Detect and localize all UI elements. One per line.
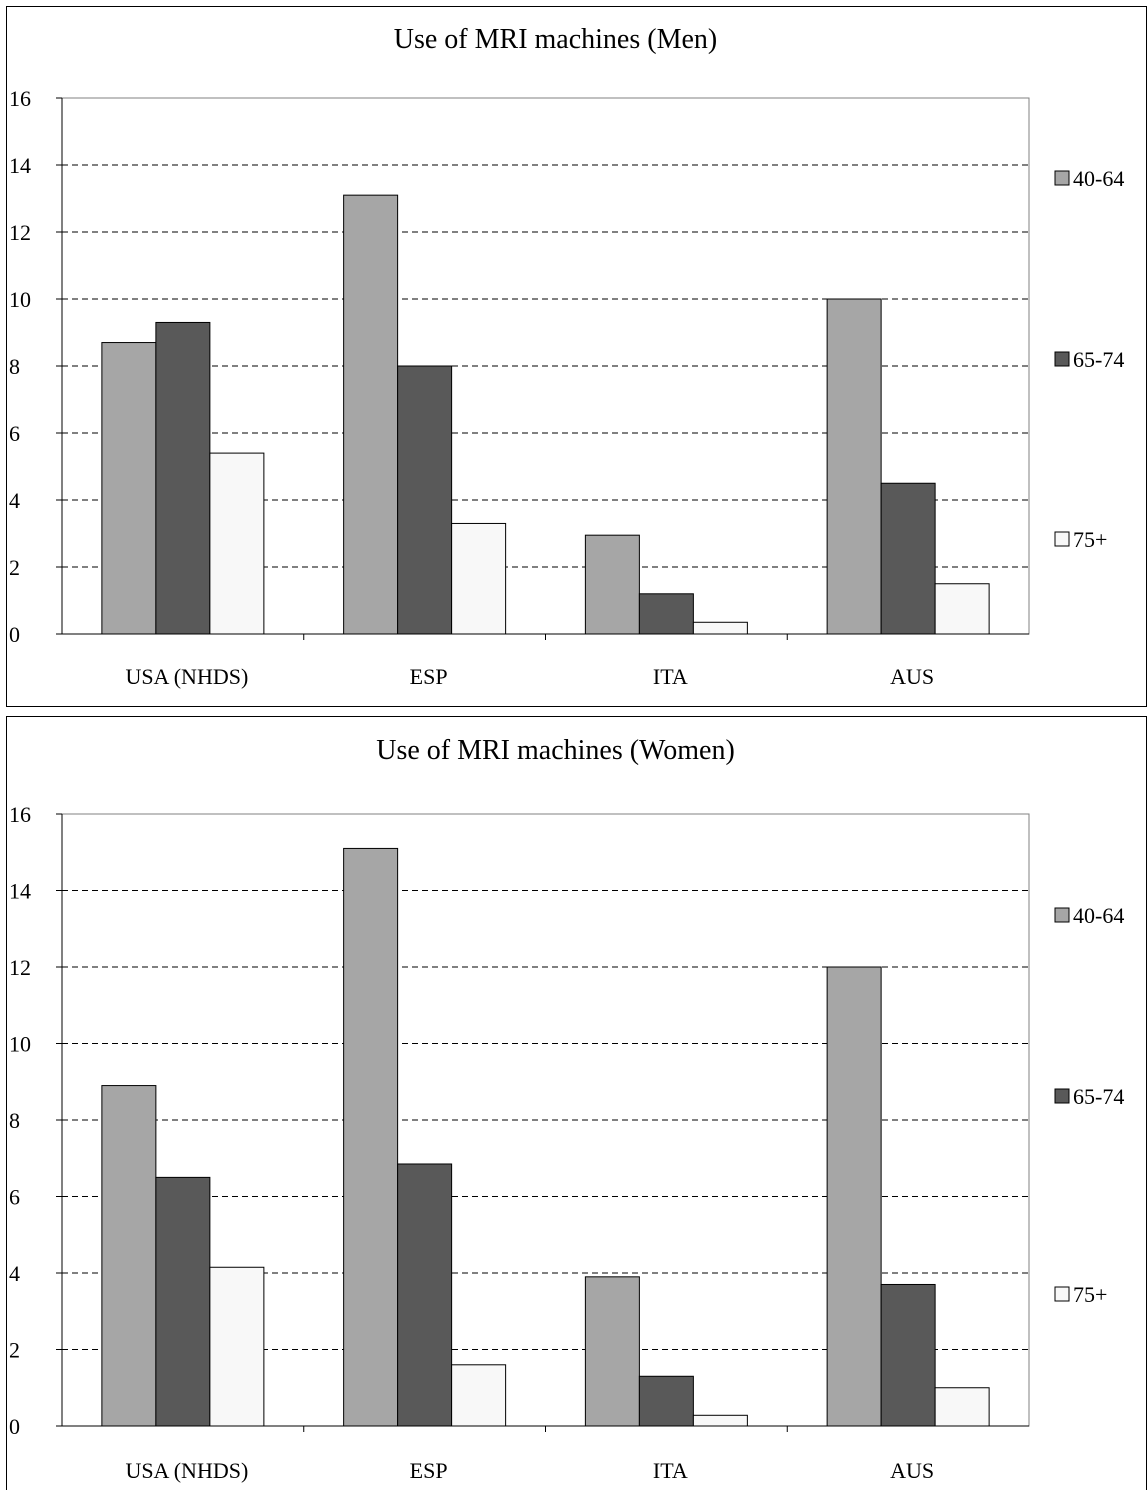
y-tick-label: 16	[9, 86, 31, 111]
category-label: AUS	[890, 1458, 934, 1483]
bar-75+-ita	[692, 621, 748, 635]
bar-65-74-usa-nhds-	[155, 1176, 211, 1427]
chart-panel-men: Use of MRI machines (Men) 0 2 4 6 8 10 12 14 16 US…	[6, 6, 1147, 707]
legend-swatch-75+	[1054, 1286, 1070, 1302]
y-tick-label: 0	[9, 622, 20, 647]
bar-65-74-aus	[880, 482, 936, 635]
category-label: ESP	[410, 664, 448, 689]
category-label: USA (NHDS)	[125, 664, 248, 689]
category-label: USA (NHDS)	[125, 1458, 248, 1483]
bar-40-64-ita	[584, 1276, 640, 1427]
legend-label-65-74: 65-74	[1073, 1084, 1124, 1109]
bar-40-64-usa-nhds-	[101, 342, 157, 635]
bar-65-74-aus	[880, 1283, 936, 1427]
bar-40-64-ita	[584, 534, 640, 635]
chart-men: Use of MRI machines (Men) 0 2 4 6 8 10 12 14 16 US…	[9, 24, 1124, 689]
legend-swatch-65-74	[1054, 351, 1070, 367]
bar-40-64-aus	[826, 298, 882, 635]
y-tick-label: 8	[9, 1108, 20, 1133]
y-tick-label: 6	[9, 421, 20, 446]
legend-label-75+: 75+	[1073, 527, 1107, 552]
legend-label-75+: 75+	[1073, 1282, 1107, 1307]
bar-40-64-aus	[826, 966, 882, 1427]
y-tick-label: 10	[9, 287, 31, 312]
bar-75+-aus	[934, 583, 990, 635]
bar-75+-aus	[934, 1387, 990, 1427]
category-label: ITA	[653, 664, 688, 689]
bar-65-74-esp	[397, 1163, 453, 1427]
y-tick-label: 0	[9, 1414, 20, 1439]
chart-panel-women: Use of MRI machines (Women) 0 2 4 6 8 10 12 14 16…	[6, 716, 1147, 1490]
bar-65-74-ita	[638, 1375, 694, 1427]
legend-swatch-40-64	[1054, 170, 1070, 186]
bar-75+-usa-nhds-	[209, 452, 265, 635]
bar-65-74-ita	[638, 593, 694, 635]
bar-40-64-esp	[343, 847, 399, 1427]
bar-75+-ita	[692, 1414, 748, 1427]
chart-women: Use of MRI machines (Women) 0 2 4 6 8 10 12 14 16…	[9, 735, 1124, 1483]
bar-75+-esp	[451, 522, 507, 635]
y-tick-label: 4	[9, 1261, 20, 1286]
y-tick-label: 8	[9, 354, 20, 379]
category-label: ITA	[653, 1458, 688, 1483]
y-tick-label: 2	[9, 555, 20, 580]
bar-40-64-esp	[343, 194, 399, 635]
category-label: AUS	[890, 664, 934, 689]
bar-65-74-esp	[397, 365, 453, 635]
y-tick-label: 14	[9, 879, 31, 904]
y-tick-label: 14	[9, 153, 31, 178]
chart-title: Use of MRI machines (Women)	[376, 735, 735, 766]
category-label: ESP	[410, 1458, 448, 1483]
y-tick-label: 12	[9, 955, 31, 980]
y-tick-label: 4	[9, 488, 20, 513]
y-tick-label: 6	[9, 1185, 20, 1210]
y-tick-label: 16	[9, 802, 31, 827]
legend-label-65-74: 65-74	[1073, 347, 1124, 372]
bar-65-74-usa-nhds-	[155, 321, 211, 635]
legend-label-40-64: 40-64	[1073, 903, 1124, 928]
bar-75+-esp	[451, 1364, 507, 1427]
y-tick-label: 2	[9, 1338, 20, 1363]
y-tick-label: 12	[9, 220, 31, 245]
legend-label-40-64: 40-64	[1073, 166, 1124, 191]
bar-40-64-usa-nhds-	[101, 1085, 157, 1427]
bar-75+-usa-nhds-	[209, 1266, 265, 1427]
legend-swatch-75+	[1054, 531, 1070, 547]
y-tick-label: 10	[9, 1032, 31, 1057]
legend-swatch-40-64	[1054, 907, 1070, 923]
legend-swatch-65-74	[1054, 1088, 1070, 1104]
chart-title: Use of MRI machines (Men)	[394, 24, 717, 55]
